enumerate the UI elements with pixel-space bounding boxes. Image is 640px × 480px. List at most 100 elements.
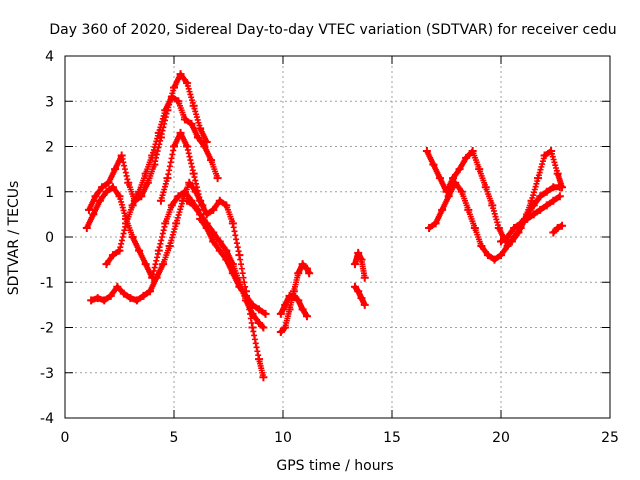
- data-point: [444, 192, 453, 201]
- data-point: [536, 192, 545, 201]
- data-point: [529, 201, 538, 210]
- series-sat-f: [183, 196, 268, 332]
- data-point: [176, 128, 185, 137]
- data-point: [248, 323, 257, 332]
- data-point: [156, 196, 165, 205]
- series-sat-m: [425, 178, 564, 264]
- data-point: [180, 115, 189, 124]
- y-tick-label: -4: [40, 411, 54, 427]
- y-tick-label: 0: [45, 230, 54, 246]
- data-point: [84, 205, 93, 214]
- data-point: [124, 178, 133, 187]
- data-point: [555, 183, 564, 192]
- data-point: [126, 294, 135, 303]
- data-point: [494, 223, 503, 232]
- y-tick-label: -3: [40, 366, 54, 382]
- data-point: [108, 251, 117, 260]
- x-tick-label: 5: [170, 430, 179, 446]
- series-sat-k: [350, 282, 369, 309]
- data-point: [523, 214, 532, 223]
- x-tick-label: 20: [492, 430, 510, 446]
- data-point: [196, 124, 205, 133]
- data-point: [248, 300, 257, 309]
- data-point: [357, 294, 366, 303]
- data-point: [111, 165, 120, 174]
- y-tick-label: -2: [40, 321, 54, 337]
- data-point: [170, 83, 178, 92]
- data-point: [161, 219, 170, 228]
- data-point: [222, 201, 231, 210]
- data-point: [248, 309, 257, 318]
- data-point: [497, 251, 505, 260]
- data-point: [102, 187, 111, 196]
- data-point: [468, 147, 477, 156]
- series-sat-h: [276, 260, 314, 337]
- data-point: [128, 233, 137, 241]
- grid: [65, 56, 610, 418]
- data-point: [558, 221, 567, 230]
- data-point: [115, 246, 124, 255]
- data-point: [422, 147, 431, 156]
- data-point: [435, 174, 444, 183]
- data-point: [536, 205, 545, 214]
- data-point: [128, 201, 137, 210]
- x-tick-label: 10: [274, 430, 292, 446]
- data-point: [202, 223, 211, 232]
- series-sat-o: [549, 221, 567, 237]
- data-point: [431, 219, 440, 228]
- data-series: [82, 70, 567, 382]
- data-point: [139, 291, 148, 300]
- data-point: [510, 223, 519, 232]
- data-point: [281, 323, 290, 332]
- data-point: [100, 296, 109, 305]
- axis-ticks: 0 5 10 15 20 25 -4 -3 -2 -1 0 1 2 3 4: [40, 49, 619, 446]
- data-point: [255, 355, 264, 364]
- data-point: [122, 219, 131, 228]
- data-point: [549, 228, 558, 237]
- data-point: [542, 201, 551, 210]
- data-point: [503, 242, 512, 251]
- data-point: [475, 165, 484, 174]
- x-tick-label: 0: [61, 430, 70, 446]
- chart-title: Day 360 of 2020, Sidereal Day-to-day VTE…: [49, 22, 616, 38]
- x-tick-label: 15: [383, 430, 401, 446]
- data-point: [529, 210, 538, 219]
- data-point: [132, 296, 141, 305]
- data-point: [154, 128, 163, 137]
- data-point: [457, 187, 466, 196]
- data-point: [542, 187, 551, 196]
- data-point: [89, 210, 98, 219]
- data-point: [183, 79, 192, 88]
- data-point: [516, 219, 525, 228]
- data-point: [228, 269, 237, 278]
- data-point: [350, 282, 359, 291]
- data-point: [183, 142, 192, 151]
- data-point: [215, 196, 224, 205]
- data-point: [117, 151, 126, 160]
- data-point: [106, 291, 115, 300]
- data-point: [259, 323, 268, 332]
- data-point: [215, 246, 224, 255]
- data-point: [207, 156, 216, 165]
- data-point: [108, 183, 117, 192]
- data-point: [141, 260, 150, 269]
- data-point: [159, 260, 168, 269]
- data-point: [354, 248, 363, 257]
- data-point: [449, 174, 458, 183]
- data-point: [187, 119, 196, 128]
- data-point: [357, 255, 366, 264]
- data-point: [490, 255, 499, 264]
- data-point: [82, 223, 91, 232]
- data-point: [276, 309, 285, 318]
- data-point: [281, 300, 290, 309]
- data-point: [196, 196, 205, 205]
- series-sat-j: [350, 248, 369, 282]
- marker-trace: [184, 197, 267, 331]
- data-point: [429, 160, 438, 169]
- data-point: [185, 178, 194, 187]
- data-point: [167, 92, 176, 101]
- data-point: [488, 201, 497, 210]
- data-point: [549, 196, 558, 205]
- data-point: [285, 305, 294, 314]
